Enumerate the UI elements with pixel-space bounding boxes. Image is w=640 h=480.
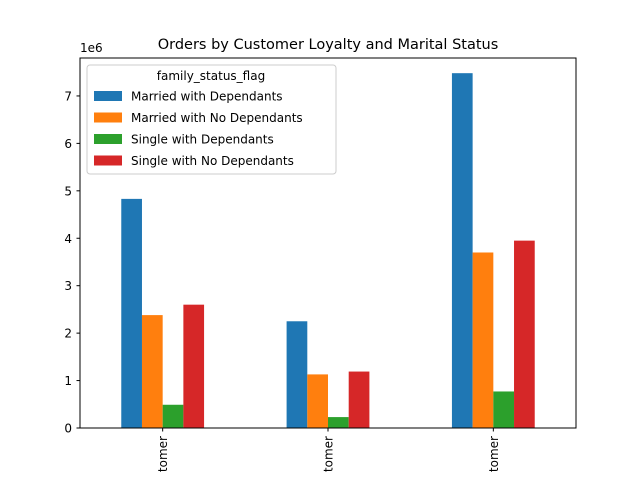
x-tick-label: tomer (487, 436, 501, 472)
bar-series-2-cat-0 (162, 404, 184, 428)
legend-label-1: Married with No Dependants (131, 111, 303, 125)
legend-label-2: Single with Dependants (131, 133, 274, 147)
y-tick-label: 0 (64, 422, 72, 436)
bar-series-1-cat-1 (307, 374, 328, 428)
y-axis: 0 1 2 3 4 5 6 7 (64, 89, 80, 436)
legend-swatch-3 (94, 155, 122, 166)
legend-box (86, 64, 337, 175)
bar-series-2-cat-1 (328, 417, 349, 428)
legend-swatch-1 (94, 112, 122, 123)
x-tick-label: tomer (156, 436, 170, 472)
bar-series-1-cat-2 (472, 252, 494, 428)
bar-series-1-cat-0 (141, 315, 163, 428)
y-tick-label: 4 (64, 232, 72, 246)
y-axis-scale-label: 1e6 (80, 41, 103, 55)
legend-swatch-0 (94, 91, 122, 101)
legend: family_status_flag Married with Dependan… (86, 64, 337, 175)
bar-series-2-cat-2 (493, 391, 515, 428)
chart-title: Orders by Customer Loyalty and Marital S… (158, 37, 499, 53)
bar-series-3-cat-1 (348, 371, 370, 428)
x-axis: tomer tomer tomer (156, 428, 501, 472)
y-tick-label: 2 (64, 327, 72, 341)
bar-series-0-cat-1 (286, 321, 308, 428)
bar-series-0-cat-2 (451, 73, 473, 429)
y-tick-label: 7 (64, 89, 72, 103)
y-tick-label: 3 (64, 279, 72, 293)
legend-title: family_status_flag (157, 69, 265, 83)
y-tick-label: 6 (64, 137, 72, 151)
bar-series-3-cat-2 (514, 240, 535, 428)
bar-series-0-cat-0 (121, 198, 142, 428)
legend-swatch-2 (94, 134, 122, 144)
bar-series-3-cat-0 (183, 304, 205, 428)
legend-label-3: Single with No Dependants (131, 154, 294, 168)
y-tick-label: 1 (64, 374, 72, 388)
legend-label-0: Married with Dependants (131, 90, 283, 104)
bars-group (121, 73, 535, 429)
y-tick-label: 5 (64, 184, 72, 198)
x-tick-label: tomer (322, 436, 336, 472)
